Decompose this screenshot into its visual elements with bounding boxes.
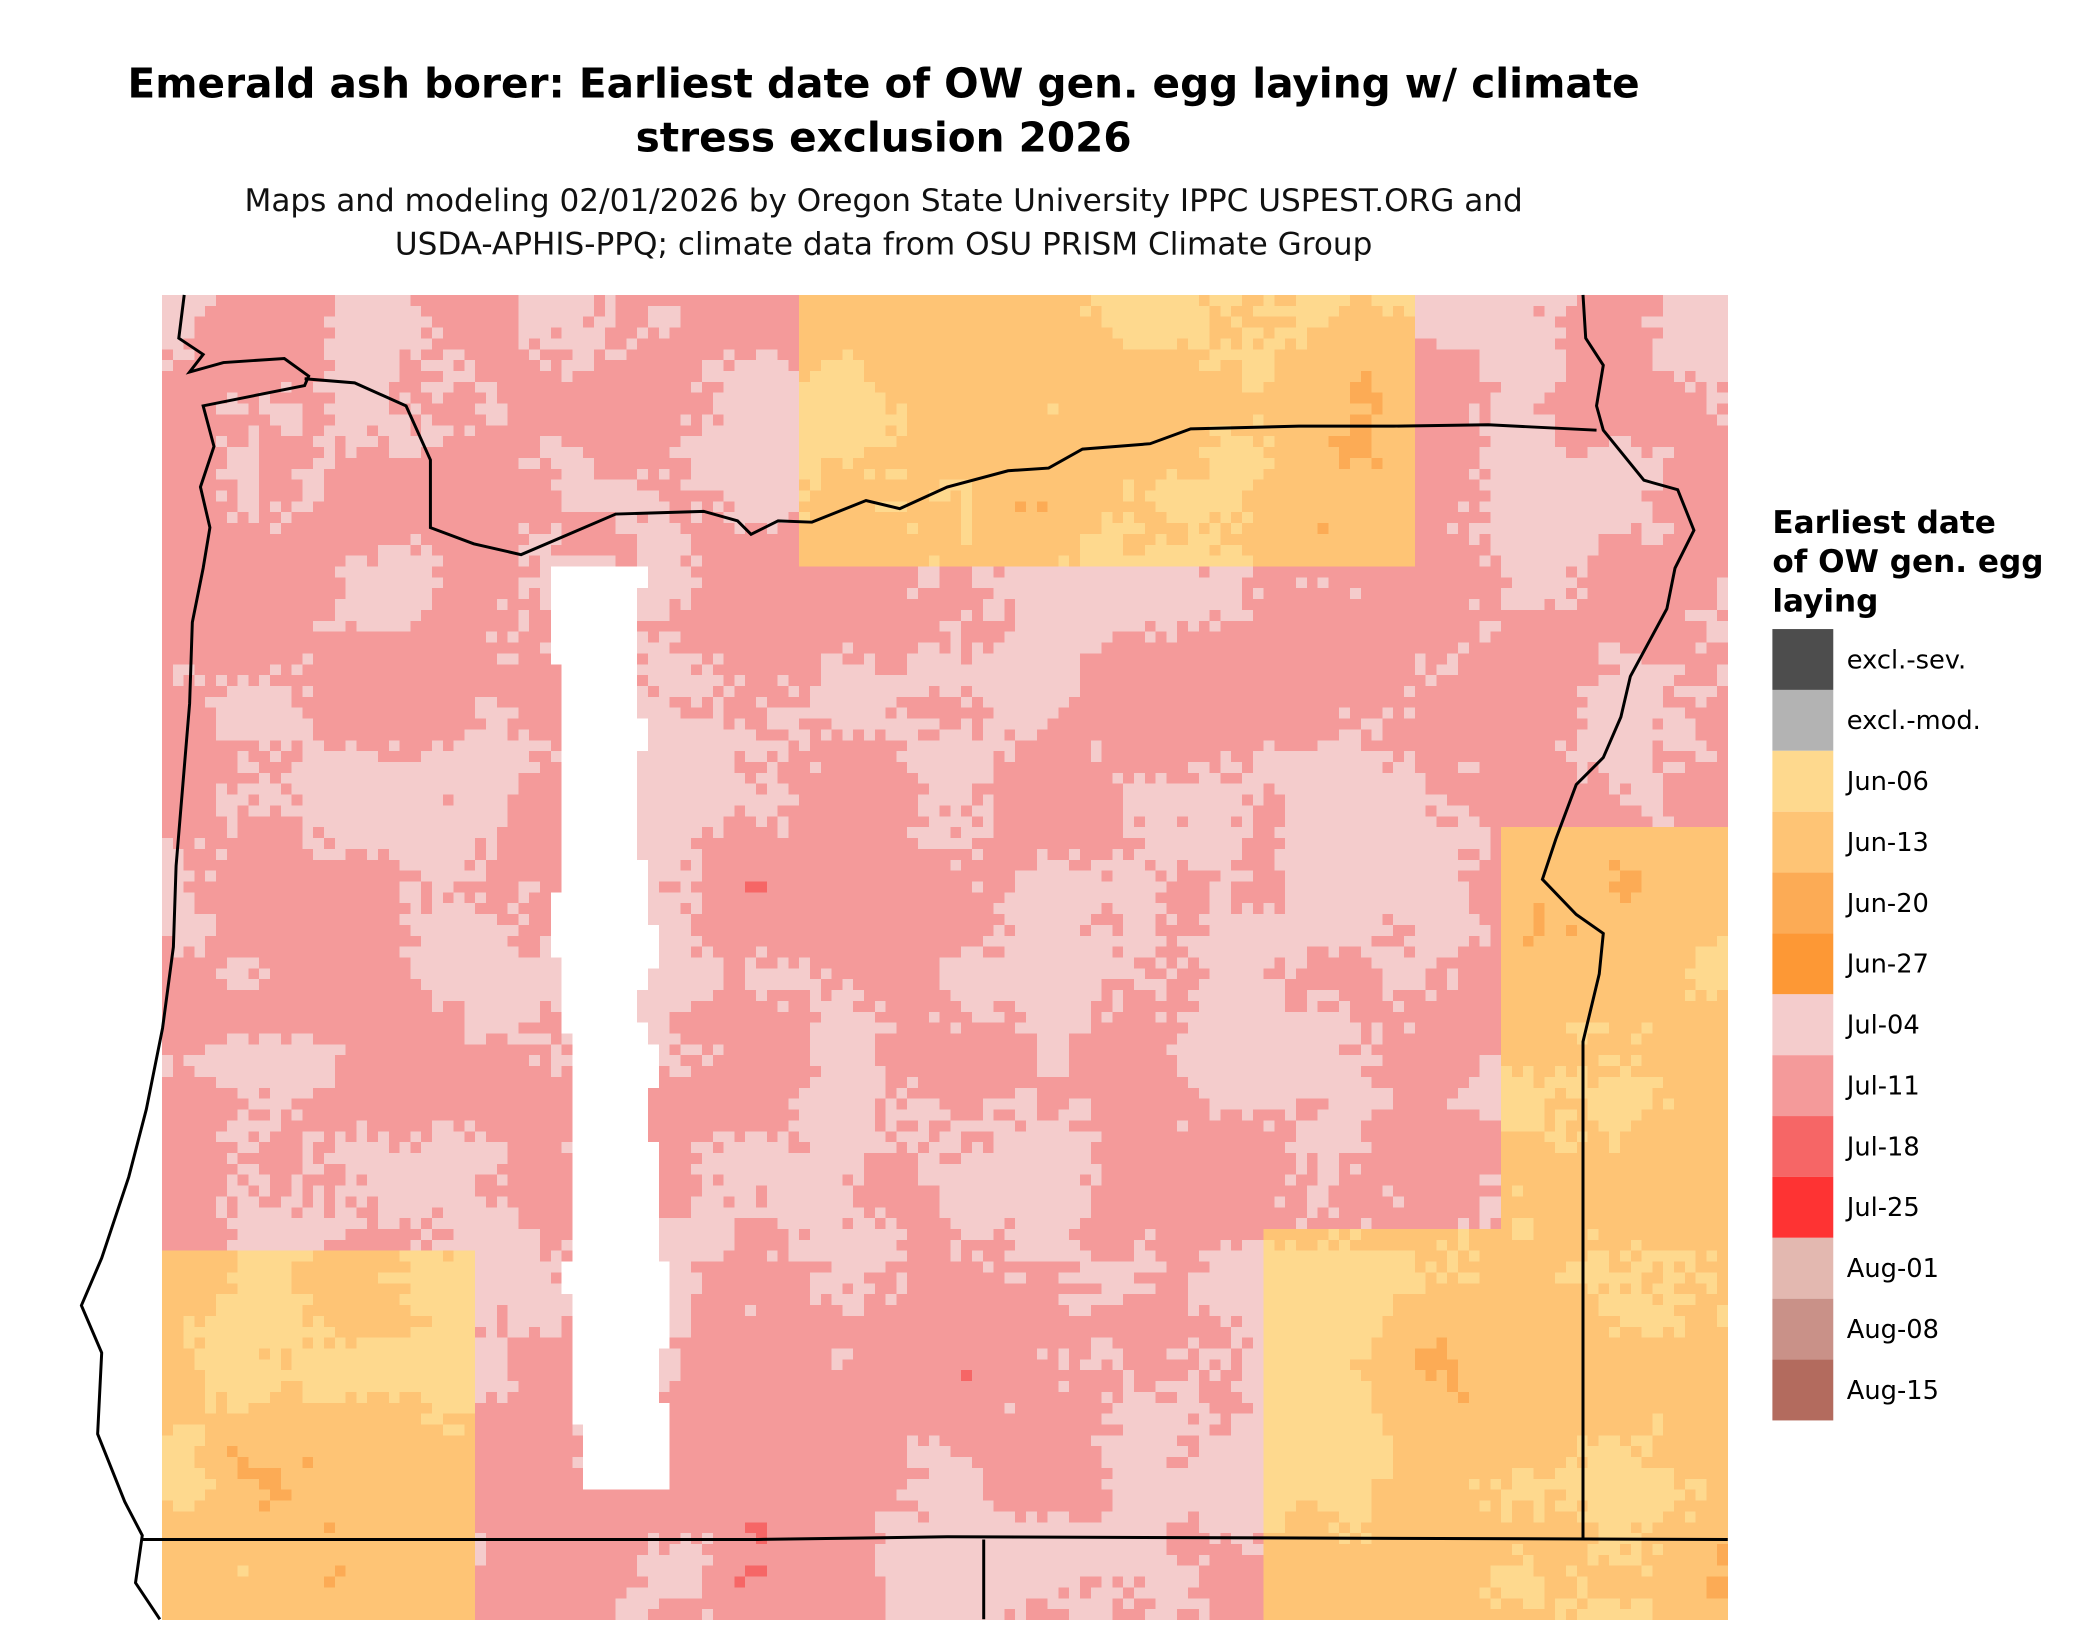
legend-swatch	[1772, 933, 1834, 995]
legend-swatch	[1772, 994, 1834, 1056]
legend-label: Aug-01	[1847, 1254, 1939, 1284]
title-line-2: stress exclusion 2026	[636, 114, 1132, 162]
legend-swatch	[1772, 1298, 1834, 1360]
legend-swatch	[1772, 750, 1834, 812]
legend-title-line-1: Earliest date	[1772, 505, 1995, 541]
oregon-coastline	[79, 294, 311, 1621]
legend: excl.-sev. excl.-mod. Jun-06 Jun-13 Jun-20 Ju…	[1772, 629, 1981, 1421]
southern-border	[142, 1535, 1728, 1541]
snake-river-border	[1540, 294, 1696, 1540]
legend-label: excl.-mod.	[1847, 706, 1981, 736]
legend-swatch	[1772, 1176, 1834, 1238]
legend-swatch	[1772, 689, 1834, 751]
egg-laying-date-raster	[162, 295, 1728, 1620]
legend-swatch	[1772, 1055, 1834, 1117]
subtitle-line-2: USDA-APHIS-PPQ; climate data from OSU PR…	[395, 226, 1373, 262]
legend-label: excl.-sev.	[1847, 645, 1966, 675]
legend-label: Jun-27	[1845, 950, 1929, 980]
legend-swatch	[1772, 872, 1834, 934]
legend-swatch	[1772, 1237, 1834, 1299]
legend-label: Aug-08	[1847, 1315, 1939, 1345]
legend-swatch	[1772, 629, 1834, 690]
subtitle-line-1: Maps and modeling 02/01/2026 by Oregon S…	[244, 183, 1522, 219]
columbia-river-border	[304, 377, 1597, 557]
boundaries	[79, 294, 1728, 1621]
legend-label: Jun-13	[1845, 828, 1929, 858]
legend-label: Jul-25	[1845, 1193, 1920, 1223]
legend-label: Aug-15	[1847, 1376, 1939, 1406]
legend-swatch	[1772, 1359, 1834, 1421]
legend-label: Jul-11	[1845, 1071, 1920, 1101]
legend-swatch	[1772, 1116, 1834, 1177]
legend-title-line-3: laying	[1772, 583, 1878, 619]
legend-label: Jun-06	[1845, 767, 1929, 797]
legend-label: Jun-20	[1845, 889, 1929, 919]
legend-title-line-2: of OW gen. egg	[1772, 544, 2043, 580]
title-line-1: Emerald ash borer: Earliest date of OW g…	[128, 59, 1640, 107]
legend-label: Jul-18	[1845, 1132, 1920, 1162]
legend-swatch	[1772, 811, 1834, 873]
legend-label: Jul-04	[1845, 1011, 1920, 1041]
